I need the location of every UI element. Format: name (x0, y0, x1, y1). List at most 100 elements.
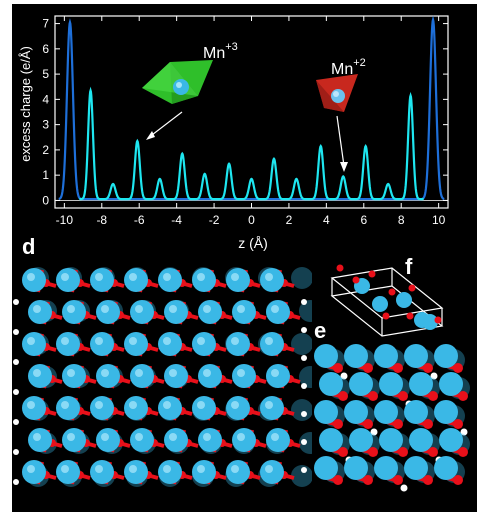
mn-atom (56, 460, 80, 484)
oxygen-atom (363, 419, 373, 429)
chart-axes: -10 -8 -6 -4 -2 0 2 4 6 8 10 0 1 2 3 4 5 6 7 (42, 15, 449, 227)
highlight (129, 401, 137, 409)
mn-atom (56, 268, 80, 292)
oxygen-atom (368, 391, 378, 401)
oxygen-atom (393, 475, 403, 485)
mn-atom (434, 400, 458, 424)
hydrogen-atom (301, 411, 307, 417)
highlight (95, 401, 103, 409)
oxygen-atom (368, 270, 376, 278)
hydrogen-atom (301, 467, 307, 473)
mn-atom (260, 396, 284, 420)
mn-atom (226, 268, 250, 292)
highlight (197, 465, 205, 473)
mn-atom (158, 460, 182, 484)
x-tick-label: -4 (171, 213, 182, 227)
oxygen-atom (458, 391, 468, 401)
highlight (33, 305, 41, 313)
highlight (135, 305, 143, 313)
mn-atom (158, 396, 182, 420)
oxygen-atom (368, 447, 378, 457)
mn-atom-back (291, 333, 312, 355)
highlight (197, 401, 205, 409)
x-tick-label: 2 (286, 213, 293, 227)
mn-atom (314, 400, 338, 424)
highlight (33, 369, 41, 377)
mn-atom (314, 344, 338, 368)
highlight (203, 369, 211, 377)
mn-atom (319, 372, 343, 396)
highlight (237, 305, 245, 313)
x-tick-label: 4 (323, 213, 330, 227)
mn-atom (130, 364, 154, 388)
hydrogen-atom (13, 479, 19, 485)
highlight (163, 337, 171, 345)
mn-atom-back (291, 399, 312, 421)
mn-atom (130, 300, 154, 324)
x-tick-label: -6 (134, 213, 145, 227)
mn-atom (56, 332, 80, 356)
mn3-label: Mn+3 (203, 41, 238, 62)
highlight (231, 273, 239, 281)
mn-atom (56, 396, 80, 420)
highlight (231, 465, 239, 473)
hydrogen-atom (301, 439, 307, 445)
oxygen-atom (338, 447, 348, 457)
mn-atom (404, 400, 428, 424)
mn-atom (28, 300, 52, 324)
mn-atom (124, 460, 148, 484)
mn-atom (130, 428, 154, 452)
mn-atom (22, 332, 46, 356)
highlight (95, 465, 103, 473)
highlight (237, 369, 245, 377)
mn-atom (409, 428, 433, 452)
mn3-arrow (146, 111, 183, 140)
highlight (67, 369, 75, 377)
highlight (163, 401, 171, 409)
chart-panel-background (12, 4, 477, 254)
mn-atom (22, 396, 46, 420)
mn-atom (96, 364, 120, 388)
highlight (129, 465, 137, 473)
highlight (129, 337, 137, 345)
highlight (203, 433, 211, 441)
y-tick-label: 0 (42, 193, 49, 207)
highlight (135, 433, 143, 441)
oxygen-atom (333, 419, 343, 429)
highlight (27, 401, 35, 409)
oxygen-atom (428, 447, 438, 457)
hydrogen-atom (301, 327, 307, 333)
series-line-0 (58, 15, 445, 201)
highlight (265, 273, 273, 281)
hydrogen-atom (460, 428, 468, 436)
mn-atom (198, 428, 222, 452)
highlight (265, 401, 273, 409)
mn-atom-back (299, 300, 312, 322)
mn-atom (344, 456, 368, 480)
highlight (61, 337, 69, 345)
oxygen-atom (406, 312, 414, 320)
mn-atom (409, 372, 433, 396)
hydrogen-atom (13, 329, 19, 335)
oxygen-atom (453, 363, 463, 373)
mn-atom (192, 332, 216, 356)
mn-atom (439, 372, 463, 396)
oxygen-atom (393, 419, 403, 429)
panel-label-f: f (405, 254, 413, 279)
mn-atom (439, 428, 463, 452)
mn-atom (434, 344, 458, 368)
mn-atom (22, 460, 46, 484)
mn-atom (314, 456, 338, 480)
mn-atom (374, 400, 398, 424)
mn-atom (90, 268, 114, 292)
highlight (271, 369, 279, 377)
mn-atom (124, 396, 148, 420)
mn-atom (192, 396, 216, 420)
oxygen-atom (458, 447, 468, 457)
mn-atom (260, 332, 284, 356)
y-tick-label: 6 (42, 42, 49, 56)
y-tick-label: 4 (42, 92, 49, 106)
oxygen-atom (408, 284, 416, 292)
highlight (231, 337, 239, 345)
